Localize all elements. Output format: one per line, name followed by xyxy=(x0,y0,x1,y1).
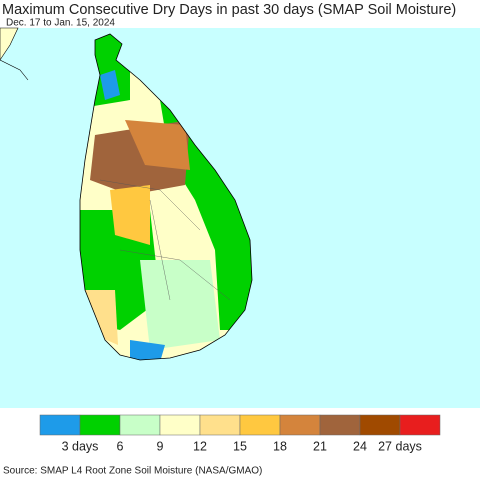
legend-swatch xyxy=(279,414,321,436)
legend-label: 18 xyxy=(273,439,287,453)
legend-swatch xyxy=(359,414,401,436)
legend-swatch xyxy=(119,414,161,436)
legend-swatch xyxy=(239,414,281,436)
subtitle: Dec. 17 to Jan. 15, 2024 xyxy=(6,18,115,29)
legend-label: 21 xyxy=(313,439,327,453)
legend-swatch xyxy=(199,414,241,436)
legend-label: 12 xyxy=(193,439,207,453)
legend-label: 27 days xyxy=(378,439,422,453)
legend-swatch xyxy=(39,414,81,436)
legend: 3 days 6 9 12 15 18 21 24 27 days xyxy=(39,414,441,453)
title: Maximum Consecutive Dry Days in past 30 … xyxy=(2,2,456,18)
legend-label: 6 xyxy=(117,439,124,453)
legend-label: 24 xyxy=(353,439,367,453)
legend-label: 3 days xyxy=(62,439,99,453)
coastline xyxy=(79,33,253,361)
legend-swatch xyxy=(159,414,201,436)
legend-swatch xyxy=(399,414,441,436)
india-tip xyxy=(0,27,19,61)
india-coast xyxy=(0,59,29,81)
district-borders xyxy=(99,179,231,301)
legend-swatch xyxy=(319,414,361,436)
legend-swatch xyxy=(79,414,121,436)
source: Source: SMAP L4 Root Zone Soil Moisture … xyxy=(3,466,262,477)
legend-label: 15 xyxy=(233,439,247,453)
legend-label: 9 xyxy=(157,439,164,453)
